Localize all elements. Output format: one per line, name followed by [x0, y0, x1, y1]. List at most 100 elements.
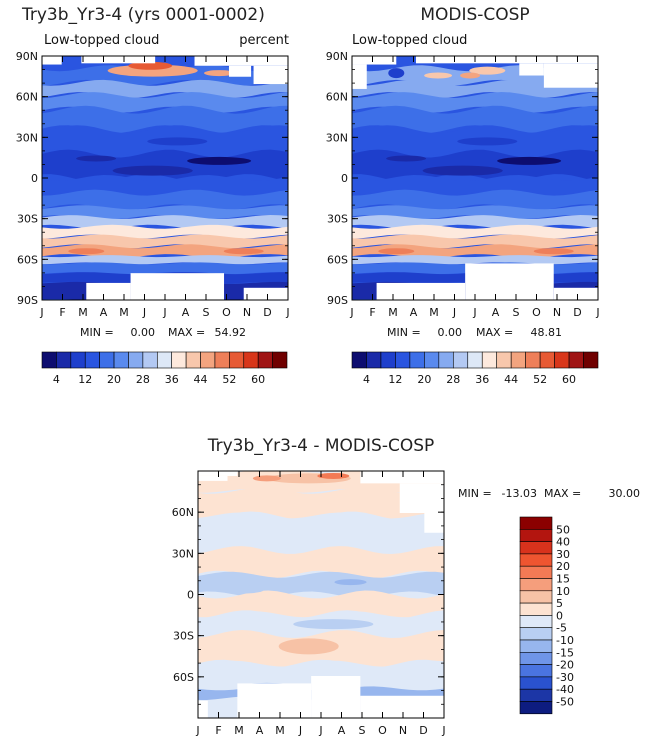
x-tick-label: J — [285, 306, 289, 319]
colorbar-label: 30 — [556, 548, 570, 561]
colorbar-swatch — [113, 351, 129, 369]
x-tick-label: A — [256, 724, 264, 737]
contour-band — [352, 189, 598, 211]
x-tick-label: J — [595, 306, 599, 319]
colorbar-swatch — [539, 351, 555, 369]
contour-blob — [220, 585, 265, 594]
colorbar-swatch — [554, 351, 570, 369]
y-tick-label: 60N — [326, 91, 348, 104]
contour-blob — [204, 70, 235, 77]
colorbar-label: 20 — [417, 373, 431, 386]
y-tick-label: 0 — [341, 172, 348, 185]
x-tick-label: F — [215, 724, 221, 737]
panel-model-subtitle: Low-topped cloud — [44, 33, 159, 48]
contour-blob — [424, 72, 453, 79]
x-tick-label: N — [399, 724, 407, 737]
missing-data — [360, 695, 444, 718]
colorbar-swatch — [171, 351, 187, 369]
colorbar-label: 4 — [53, 373, 60, 386]
contour-blob — [147, 137, 208, 146]
missing-data — [86, 282, 131, 300]
missing-data — [243, 287, 288, 300]
contour-blob — [378, 248, 415, 255]
colorbar-label: 12 — [78, 373, 92, 386]
colorbar-swatch — [519, 553, 553, 567]
x-tick-label: J — [298, 724, 302, 737]
x-tick-label: M — [429, 306, 439, 319]
contour-blob — [68, 248, 105, 255]
colorbar-swatch — [496, 351, 512, 369]
colorbar-label: 52 — [533, 373, 547, 386]
panel-model-max-label: MAX = — [168, 326, 205, 339]
colorbar-label: -20 — [556, 659, 574, 672]
contour-blob — [386, 155, 427, 162]
colorbar-label: -50 — [556, 696, 574, 709]
colorbar-swatch — [243, 351, 259, 369]
y-tick-label: 60S — [327, 253, 348, 266]
contour-blob — [278, 638, 339, 655]
colorbar-label: 50 — [556, 523, 570, 536]
y-tick-label: 90S — [327, 294, 348, 307]
x-tick-label: J — [142, 306, 146, 319]
colorbar-swatch — [438, 351, 454, 369]
x-tick-label: F — [59, 306, 65, 319]
contour-blob — [460, 72, 481, 79]
x-tick-label: J — [441, 724, 445, 737]
contour-band — [42, 224, 288, 239]
contour-blob — [533, 248, 574, 255]
missing-data — [311, 676, 361, 718]
missing-data — [415, 56, 598, 64]
panel-model-colorbar: 4 12 20 28 36 44 52 60 — [41, 351, 288, 386]
y-tick-label: 60S — [173, 671, 194, 684]
colorbar-label: 20 — [107, 373, 121, 386]
contour-band — [42, 234, 288, 249]
x-tick-label: S — [203, 306, 210, 319]
missing-data — [81, 56, 156, 64]
panel-diff-max-value: 30.00 — [609, 487, 641, 500]
colorbar-swatch — [519, 528, 553, 542]
contour-blob — [388, 68, 405, 79]
contour-blob — [155, 245, 200, 252]
contour-blob — [252, 475, 281, 482]
colorbar-label: 28 — [446, 373, 460, 386]
colorbar-swatch — [142, 351, 158, 369]
contour-band — [352, 224, 598, 239]
contour-band — [352, 105, 598, 134]
panel-obs-colorbar: 4 12 20 28 36 44 52 60 — [351, 351, 599, 386]
colorbar-swatch — [519, 627, 553, 641]
y-tick-label: 90S — [17, 294, 38, 307]
panel-diff-field — [198, 471, 444, 718]
y-tick-label: 0 — [187, 589, 194, 602]
panel-model-y-axis: 90N 60N 30N 0 30S 60S 90S — [16, 50, 288, 307]
colorbar-swatch — [519, 516, 553, 530]
x-tick-label: J — [472, 306, 476, 319]
panel-diff-title: Try3b_Yr3-4 - MODIS-COSP — [207, 436, 435, 456]
missing-data — [198, 471, 238, 476]
x-tick-label: J — [39, 306, 43, 319]
missing-data — [194, 56, 288, 66]
contour-blob — [457, 137, 518, 146]
colorbar-label: 44 — [194, 373, 208, 386]
colorbar-swatch — [395, 351, 411, 369]
x-tick-label: S — [513, 306, 520, 319]
panel-model-min-value: 0.00 — [131, 326, 156, 339]
x-tick-label: A — [338, 724, 346, 737]
colorbar-swatch — [519, 676, 553, 690]
panel-obs-missing-mask — [352, 56, 598, 300]
missing-data — [228, 65, 252, 77]
contour-band — [352, 205, 598, 219]
x-tick-label: D — [263, 306, 271, 319]
colorbar-swatch — [519, 701, 553, 715]
x-tick-label: O — [222, 306, 231, 319]
y-tick-label: 30N — [16, 131, 38, 144]
missing-data — [198, 475, 228, 481]
contour-band — [198, 511, 444, 554]
contour-blob — [128, 61, 173, 70]
colorbar-label: 5 — [556, 597, 563, 610]
missing-data — [352, 64, 367, 89]
x-tick-label: A — [492, 306, 500, 319]
